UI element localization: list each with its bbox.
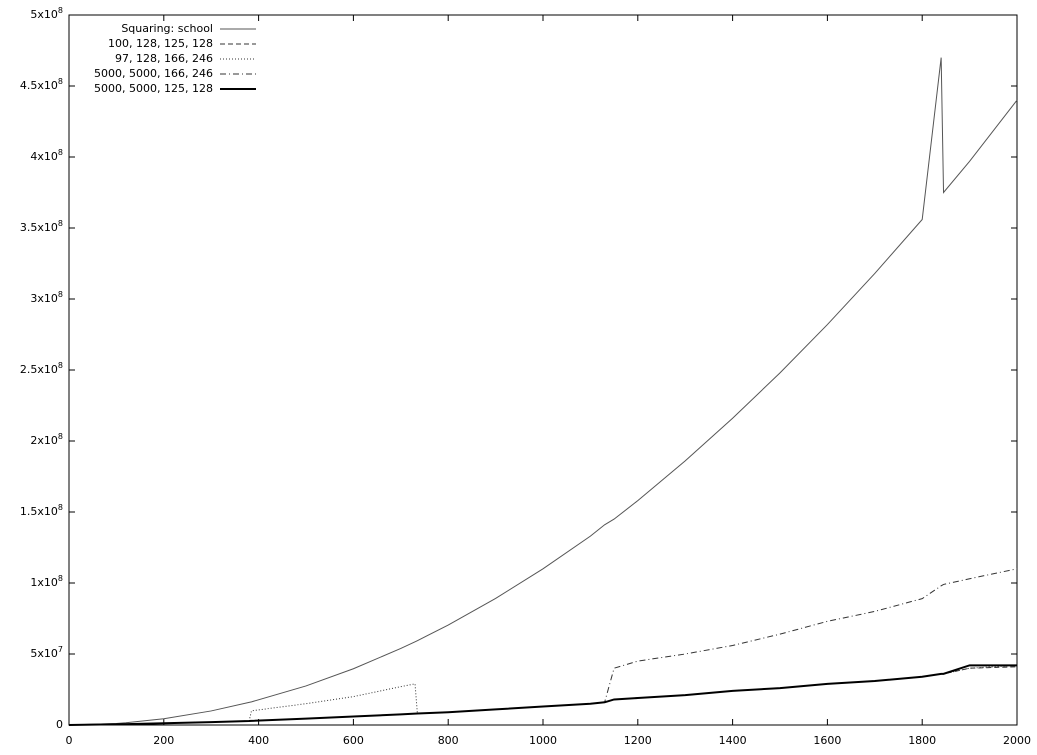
tick-exponent: 8 xyxy=(58,290,63,299)
tick-base: 1x10 xyxy=(30,576,58,589)
tick-base: 4.5x10 xyxy=(20,79,58,92)
y-tick-label-text: 1.5x108 xyxy=(20,503,63,519)
series-line xyxy=(68,57,1018,726)
tick-base: 5x10 xyxy=(30,8,58,21)
y-tick-label-text: 3x108 xyxy=(30,290,63,306)
series-line xyxy=(68,664,1017,726)
legend-label: 100, 128, 125, 128 xyxy=(108,37,213,50)
y-tick-label-text: 3.5x108 xyxy=(20,219,63,235)
tick-exponent: 7 xyxy=(58,645,63,654)
tick-exponent: 8 xyxy=(58,219,63,228)
y-tick-label-text: 4x108 xyxy=(30,148,63,164)
series-line xyxy=(68,664,1018,726)
y-tick-label-text: 4.5x108 xyxy=(20,77,63,93)
y-tick-label-text: 2x108 xyxy=(30,432,63,448)
x-tick-label: 1800 xyxy=(908,734,936,747)
tick-base: 2x10 xyxy=(30,434,58,447)
y-tick-label: 4.5x108 xyxy=(20,77,63,93)
tick-exponent: 8 xyxy=(58,503,63,512)
y-tick-label: 2.5x108 xyxy=(20,361,63,377)
tick-exponent: 8 xyxy=(58,361,63,370)
y-tick-label-text: 5x108 xyxy=(30,6,63,22)
y-tick-label-text: 1x108 xyxy=(30,574,63,590)
x-tick-label: 1400 xyxy=(719,734,747,747)
y-tick-label: 4x108 xyxy=(30,148,63,164)
x-tick-label: 0 xyxy=(66,734,73,747)
x-tick-label: 2000 xyxy=(1003,734,1031,747)
tick-exponent: 8 xyxy=(58,574,63,583)
tick-base: 5x10 xyxy=(30,647,58,660)
series-line xyxy=(68,666,1018,726)
tick-base: 2.5x10 xyxy=(20,363,58,376)
x-tick-label: 1600 xyxy=(813,734,841,747)
y-tick-label: 1.5x108 xyxy=(20,503,63,519)
y-tick-label-text: 2.5x108 xyxy=(20,361,63,377)
tick-base: 1.5x10 xyxy=(20,505,58,518)
tick-exponent: 8 xyxy=(58,148,63,157)
legend-label: Squaring: school xyxy=(121,22,213,35)
y-tick-label: 3x108 xyxy=(30,290,63,306)
legend-label: 5000, 5000, 125, 128 xyxy=(94,82,213,95)
y-tick-label: 5x108 xyxy=(30,6,63,22)
tick-exponent: 8 xyxy=(58,432,63,441)
y-tick-label: 2x108 xyxy=(30,432,63,448)
series-line xyxy=(68,568,1018,726)
tick-base: 4x10 xyxy=(30,150,58,163)
y-tick-label: 1x108 xyxy=(30,574,63,590)
y-tick-label: 5x107 xyxy=(30,645,63,661)
y-tick-label-text: 5x107 xyxy=(30,645,63,661)
tick-exponent: 8 xyxy=(58,77,63,86)
y-tick-label: 0 xyxy=(56,718,63,731)
tick-base: 3.5x10 xyxy=(20,221,58,234)
x-tick-label: 600 xyxy=(343,734,364,747)
x-tick-label: 1200 xyxy=(624,734,652,747)
plot-frame xyxy=(68,14,1018,726)
legend-label: 5000, 5000, 166, 246 xyxy=(94,67,213,80)
x-tick-label: 200 xyxy=(153,734,174,747)
x-tick-label: 1000 xyxy=(529,734,557,747)
x-tick-label: 400 xyxy=(248,734,269,747)
x-tick-label: 800 xyxy=(438,734,459,747)
y-tick-label: 3.5x108 xyxy=(20,219,63,235)
tick-exponent: 8 xyxy=(58,6,63,15)
legend-label: 97, 128, 166, 246 xyxy=(115,52,213,65)
tick-base: 3x10 xyxy=(30,292,58,305)
